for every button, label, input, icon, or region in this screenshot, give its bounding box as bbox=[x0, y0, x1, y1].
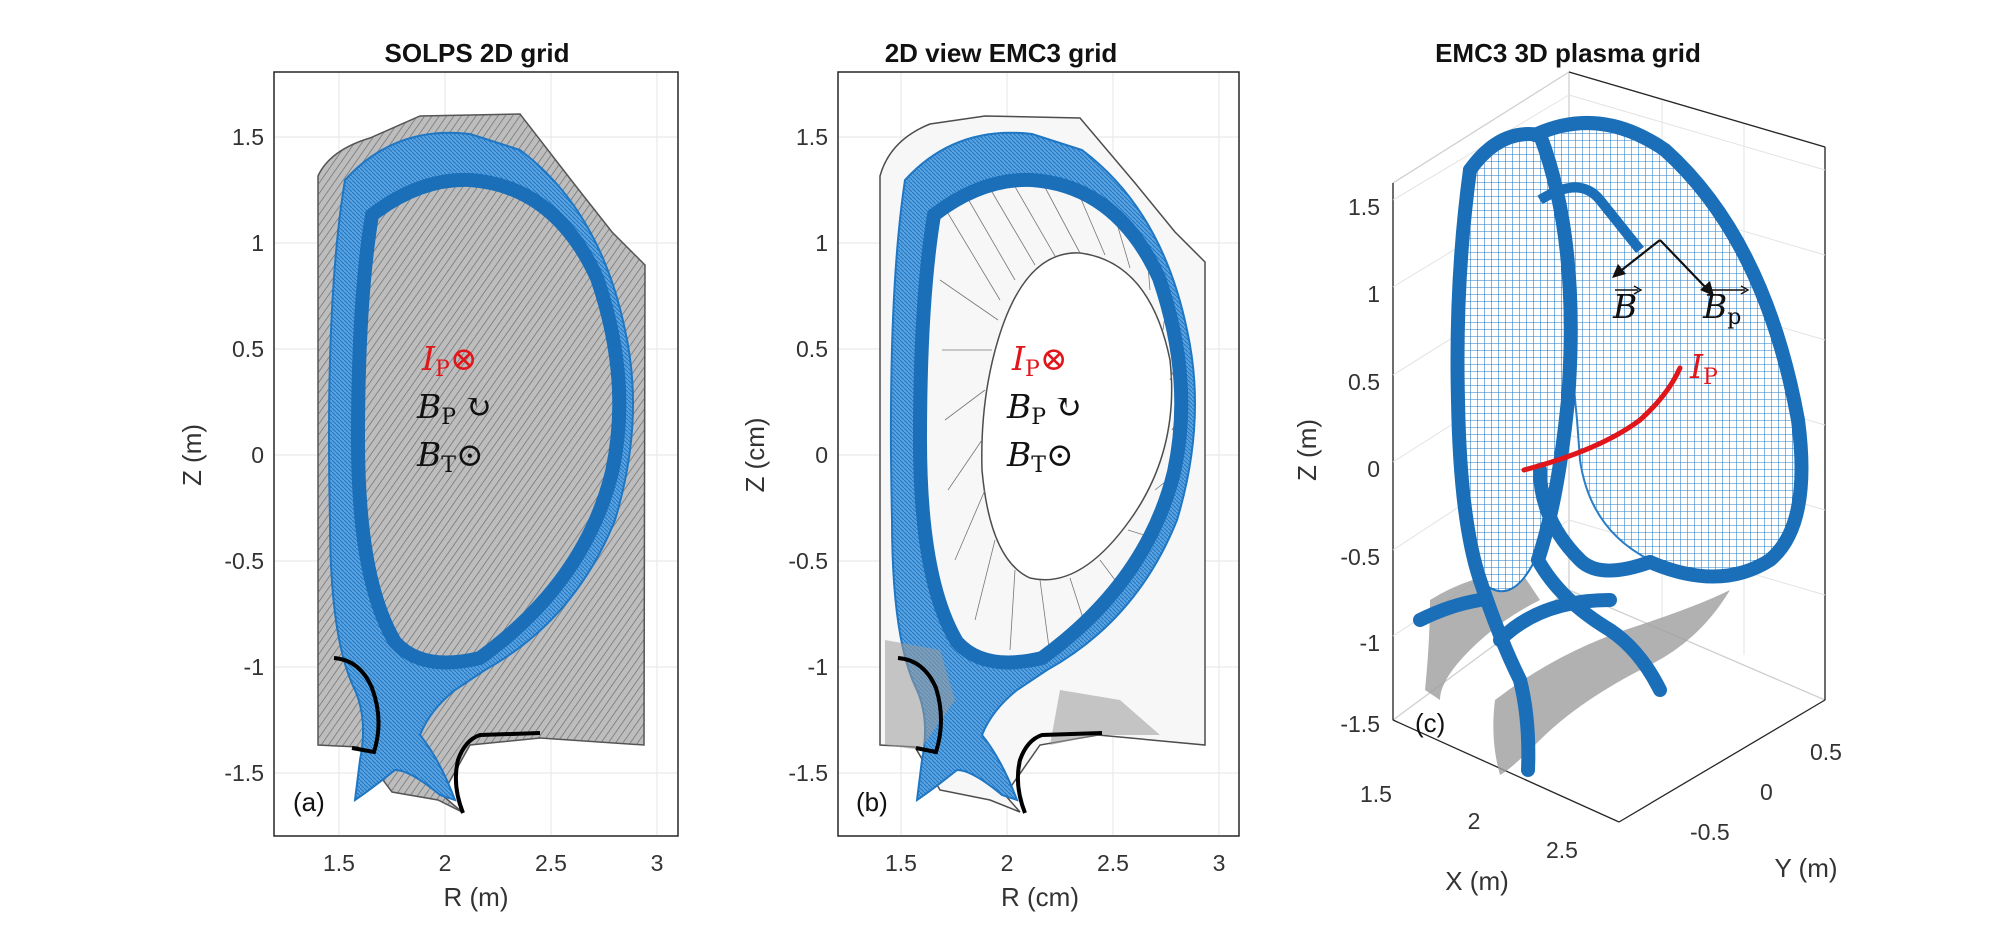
panel-c-zlabel: Z (m) bbox=[1292, 419, 1322, 481]
panel-b-axes bbox=[837, 71, 1240, 837]
svg-text:-0.5: -0.5 bbox=[1340, 544, 1380, 570]
emc3-wall-right bbox=[1015, 731, 1103, 814]
panel-c-3d-box bbox=[1392, 70, 1826, 823]
svg-text:IP: IP bbox=[1689, 347, 1718, 390]
svg-text:1: 1 bbox=[251, 230, 264, 256]
3d-arrowheads bbox=[1612, 264, 1714, 296]
panel-b-xlabel: R (cm) bbox=[1001, 882, 1079, 912]
panel-a-xticks: 1.5 2 2.5 3 bbox=[323, 850, 663, 876]
panel-c-label: (c) bbox=[1415, 708, 1445, 738]
3d-field-arrows bbox=[1617, 239, 1709, 291]
svg-text:3: 3 bbox=[1213, 850, 1226, 876]
panel-a-ylabel: Z (m) bbox=[177, 424, 207, 486]
svg-text:-1: -1 bbox=[1360, 630, 1380, 656]
panel-c-xticks: 1.5 2 2.5 bbox=[1360, 781, 1578, 863]
panel-a-xlabel: R (m) bbox=[444, 882, 509, 912]
svg-text:2: 2 bbox=[1001, 850, 1014, 876]
svg-text:1.5: 1.5 bbox=[323, 850, 355, 876]
svg-text:0: 0 bbox=[251, 442, 264, 468]
svg-text:0: 0 bbox=[815, 442, 828, 468]
svg-text:0.5: 0.5 bbox=[796, 336, 828, 362]
solps-separatrix bbox=[350, 172, 627, 670]
svg-text:-0.5: -0.5 bbox=[788, 548, 828, 574]
svg-text:IP⊗: IP⊗ bbox=[1011, 339, 1068, 382]
svg-text:-0.5: -0.5 bbox=[224, 548, 264, 574]
svg-text:Bp: Bp bbox=[1702, 287, 1741, 330]
emc3-divertor-shade bbox=[885, 640, 1160, 750]
svg-text:-0.5: -0.5 bbox=[1690, 819, 1730, 845]
svg-text:1.5: 1.5 bbox=[796, 124, 828, 150]
panel-b-title: 2D view EMC3 grid bbox=[885, 38, 1118, 68]
3d-plasma-current-line bbox=[1521, 365, 1683, 473]
panel-a-yticks: 1.5 1 0.5 0 -0.5 -1 -1.5 bbox=[224, 124, 264, 786]
svg-text:2.5: 2.5 bbox=[1546, 837, 1578, 863]
solps-wall-right bbox=[453, 731, 541, 814]
svg-text:2.5: 2.5 bbox=[1097, 850, 1129, 876]
3d-divertor-surface-right bbox=[1493, 590, 1730, 775]
svg-text:2: 2 bbox=[439, 850, 452, 876]
panel-b-annotation: IP⊗ BP ↻ BT⊙ bbox=[1006, 339, 1082, 478]
svg-text:BP↻: BP ↻ bbox=[416, 387, 492, 430]
svg-text:0: 0 bbox=[1760, 779, 1773, 805]
svg-text:1.5: 1.5 bbox=[885, 850, 917, 876]
svg-text:-1.5: -1.5 bbox=[1340, 711, 1380, 737]
panel-b: 2D view EMC3 grid bbox=[740, 38, 1240, 912]
svg-text:B: B bbox=[1612, 287, 1637, 326]
panel-c-zticks: 1.5 1 0.5 0 -0.5 -1 -1.5 bbox=[1340, 194, 1380, 737]
panel-a-title: SOLPS 2D grid bbox=[385, 38, 570, 68]
svg-text:0: 0 bbox=[1367, 456, 1380, 482]
emc3-wall-left bbox=[897, 656, 943, 755]
3d-plasma-outlines bbox=[1413, 116, 1809, 777]
svg-text:-1.5: -1.5 bbox=[224, 760, 264, 786]
svg-text:0.5: 0.5 bbox=[1348, 369, 1380, 395]
svg-text:-1: -1 bbox=[244, 654, 264, 680]
panel-a-label: (a) bbox=[293, 787, 325, 817]
panel-c-title: EMC3 3D plasma grid bbox=[1435, 38, 1701, 68]
svg-text:3: 3 bbox=[651, 850, 664, 876]
svg-text:1.5: 1.5 bbox=[1360, 781, 1392, 807]
panel-b-label: (b) bbox=[856, 787, 888, 817]
svg-text:BT⊙: BT⊙ bbox=[416, 435, 484, 478]
panel-b-ylabel: Z (cm) bbox=[740, 417, 770, 492]
svg-text:1.5: 1.5 bbox=[232, 124, 264, 150]
solps-wall-left bbox=[333, 656, 381, 755]
svg-text:2.5: 2.5 bbox=[535, 850, 567, 876]
emc3-inner-wireframe bbox=[981, 252, 1173, 581]
svg-text:-1.5: -1.5 bbox=[788, 760, 828, 786]
svg-text:0.5: 0.5 bbox=[1810, 739, 1842, 765]
svg-text:BT⊙: BT⊙ bbox=[1006, 435, 1074, 478]
svg-text:IP⊗: IP⊗ bbox=[421, 339, 478, 382]
panel-c-yticks: 0.5 0 -0.5 bbox=[1690, 739, 1842, 845]
svg-text:1: 1 bbox=[1367, 281, 1380, 307]
3d-plasma-top-ring bbox=[1537, 182, 1644, 254]
svg-text:BP↻: BP ↻ bbox=[1006, 387, 1082, 430]
panel-c-ylabel: Y (m) bbox=[1774, 853, 1837, 883]
panel-a-annotation: IP⊗ BP ↻ BT⊙ bbox=[416, 339, 492, 478]
panel-c-xlabel: X (m) bbox=[1445, 866, 1509, 896]
svg-text:0.5: 0.5 bbox=[232, 336, 264, 362]
svg-text:2: 2 bbox=[1468, 808, 1481, 834]
svg-text:1.5: 1.5 bbox=[1348, 194, 1380, 220]
svg-text:1: 1 bbox=[815, 230, 828, 256]
panel-c-annotation: B Bp IP bbox=[1612, 285, 1750, 390]
panel-b-yticks: 1.5 1 0.5 0 -0.5 -1 -1.5 bbox=[788, 124, 828, 786]
panel-a-axes bbox=[273, 71, 679, 837]
svg-text:-1: -1 bbox=[808, 654, 828, 680]
panel-b-xticks: 1.5 2 2.5 3 bbox=[885, 850, 1225, 876]
emc3-separatrix bbox=[912, 172, 1189, 670]
panel-c: EMC3 3D plasma grid bbox=[1292, 38, 1842, 896]
panel-a: SOLPS 2D grid IP⊗ BP ↻ BT⊙ 1.5 2 2.5 bbox=[177, 38, 679, 912]
